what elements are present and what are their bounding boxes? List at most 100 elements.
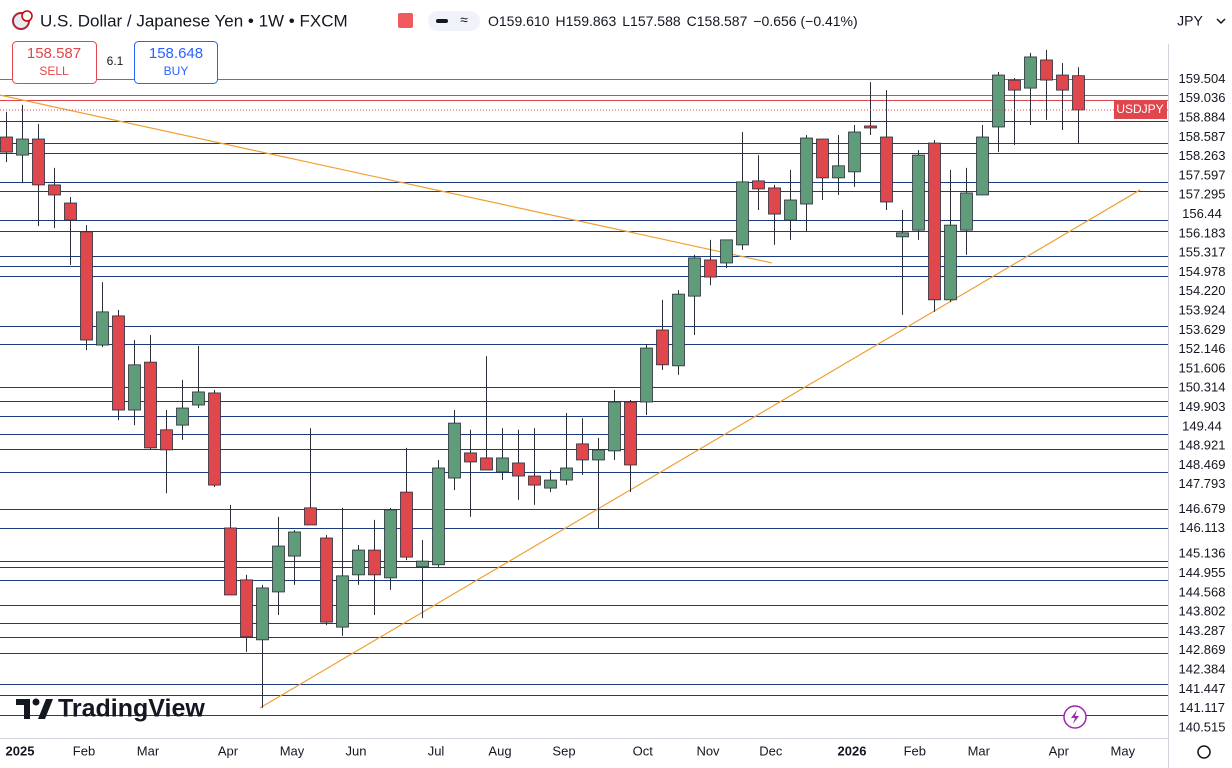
x-tick-label: Apr bbox=[1049, 743, 1070, 758]
axes: 159.504 159.036 158.884 158.587 158.263 157.5… bbox=[6, 71, 1226, 759]
candle-body bbox=[80, 231, 93, 341]
y-tick-label: 144.955 bbox=[1179, 565, 1226, 580]
candle-body bbox=[704, 259, 717, 278]
candle-body bbox=[896, 232, 909, 238]
y-tick-label: 156.183 bbox=[1179, 225, 1226, 240]
sell-button[interactable] bbox=[12, 41, 97, 84]
symbol-tag bbox=[1114, 100, 1167, 119]
symbol-tag-text: USDJPY bbox=[1116, 102, 1163, 116]
candle-body bbox=[560, 467, 573, 481]
candle-body bbox=[928, 142, 941, 301]
currency[interactable]: JPY bbox=[1177, 13, 1203, 29]
y-tick-label: 157.597 bbox=[1179, 167, 1226, 182]
candle-body bbox=[1024, 56, 1037, 89]
toggle[interactable] bbox=[428, 11, 480, 31]
ohlc-value: 158.587 bbox=[697, 13, 748, 29]
y-tick-label: 159.036 bbox=[1179, 90, 1226, 105]
x-tick-label: Dec bbox=[759, 743, 783, 758]
y-tick-label: 142.384 bbox=[1179, 662, 1226, 677]
ohlc-key: L bbox=[622, 13, 630, 29]
candle-body bbox=[1056, 74, 1069, 91]
toggle-icon bbox=[436, 19, 448, 23]
brand-logo bbox=[38, 699, 53, 719]
candle-body bbox=[800, 137, 813, 205]
candle-body bbox=[176, 407, 189, 426]
x-tick-label: May bbox=[280, 743, 305, 758]
change: −0.656 (−0.41%) bbox=[753, 13, 857, 29]
candle-body bbox=[656, 329, 669, 366]
candle-body bbox=[1072, 75, 1085, 111]
x-tick-label: 2026 bbox=[838, 743, 867, 758]
candle-body bbox=[0, 136, 13, 153]
y-tick-label: 157.295 bbox=[1179, 187, 1226, 202]
candle-body bbox=[768, 187, 781, 215]
x-tick-label: Jul bbox=[428, 743, 445, 758]
y-tick-label: 142.869 bbox=[1179, 642, 1226, 657]
sell-label: SELL bbox=[39, 64, 69, 78]
candle-body bbox=[432, 467, 445, 566]
x-tick-label: Oct bbox=[633, 743, 654, 758]
alert-icon[interactable] bbox=[398, 13, 413, 28]
y-tick-label: 144.568 bbox=[1179, 584, 1226, 599]
candle-body bbox=[848, 131, 861, 173]
trend-line bbox=[0, 94, 773, 264]
y-tick-label: 151.606 bbox=[1179, 360, 1226, 375]
candle-body bbox=[912, 154, 925, 231]
candle-body bbox=[112, 315, 125, 411]
x-tick-label: Apr bbox=[218, 743, 239, 758]
candle-body bbox=[624, 401, 637, 466]
candle-body bbox=[992, 74, 1005, 128]
candle-body bbox=[480, 457, 493, 471]
ohlc-key: O bbox=[488, 13, 499, 29]
x-tick-label: Mar bbox=[968, 743, 991, 758]
y-tick-label: 141.117 bbox=[1179, 700, 1225, 715]
ohlc-value: 159.610 bbox=[499, 13, 550, 29]
candle-body bbox=[416, 560, 429, 568]
candle-body bbox=[160, 429, 173, 451]
candle-body bbox=[752, 180, 765, 190]
candle-body bbox=[512, 462, 525, 477]
candle-body bbox=[864, 125, 877, 129]
header: U.S. Dollar / Japanese Yen • 1W • FXCM ≈… bbox=[12, 0, 1232, 84]
ohlc-key: C bbox=[687, 13, 697, 29]
ohlc-key: H bbox=[556, 13, 566, 29]
candle-body bbox=[64, 202, 77, 221]
price-axis-bg bbox=[1168, 0, 1232, 768]
candle-body bbox=[192, 391, 205, 406]
flag-icon bbox=[21, 10, 33, 22]
y-tick-label: 152.146 bbox=[1179, 341, 1226, 356]
x-tick-label: Sep bbox=[552, 743, 575, 758]
candle-body bbox=[320, 537, 333, 623]
candle-body bbox=[224, 527, 237, 596]
candle-body bbox=[528, 475, 541, 486]
x-tick-label: 2025 bbox=[6, 743, 35, 758]
y-tick-label: 141.447 bbox=[1179, 681, 1226, 696]
x-tick-label: Nov bbox=[696, 743, 720, 758]
plot-area: USDJPY bbox=[0, 49, 1168, 716]
lightning-icon bbox=[1071, 710, 1079, 724]
candle-body bbox=[640, 347, 653, 403]
buy-price: 158.648 bbox=[149, 45, 203, 62]
settings-button[interactable] bbox=[1197, 745, 1211, 759]
toggle-icon: ≈ bbox=[460, 12, 468, 28]
y-tick-label: 143.287 bbox=[1179, 623, 1226, 638]
time-axis-bg bbox=[0, 738, 1168, 768]
candle-body bbox=[608, 401, 621, 452]
x-tick-label: Mar bbox=[137, 743, 160, 758]
candle-body bbox=[256, 587, 269, 641]
candle-body bbox=[784, 199, 797, 221]
buy-button[interactable] bbox=[134, 41, 218, 84]
x-tick-label: Aug bbox=[488, 743, 511, 758]
ohlc: O159.610 H159.863 L157.588 C158.587 −0.656 (… bbox=[488, 13, 858, 29]
y-tick-label: 146.113 bbox=[1179, 520, 1225, 535]
candle-body bbox=[336, 575, 349, 628]
y-tick-label: 153.629 bbox=[1179, 322, 1226, 337]
candle-body bbox=[48, 184, 61, 196]
y-tick-label: 150.314 bbox=[1179, 380, 1226, 395]
x-tick-label: Feb bbox=[904, 743, 926, 758]
y-tick-label: 159.504 bbox=[1179, 71, 1226, 86]
y-tick-label: 154.978 bbox=[1179, 264, 1226, 279]
y-tick-label: 140.515 bbox=[1179, 719, 1226, 734]
x-tick-label: May bbox=[1111, 743, 1136, 758]
